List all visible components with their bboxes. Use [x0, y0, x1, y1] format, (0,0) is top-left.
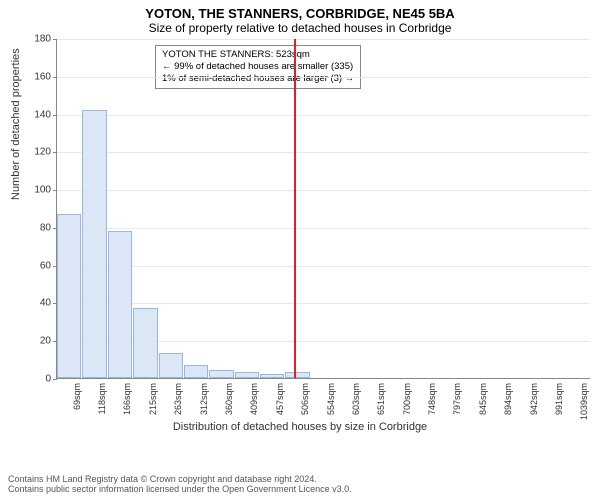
marker-line [294, 39, 296, 378]
histogram-bar [235, 372, 259, 378]
ytick-label: 80 [40, 222, 51, 233]
histogram-bar [82, 110, 106, 378]
gridline [57, 39, 590, 40]
ytick-label: 100 [34, 185, 51, 196]
histogram-bar [285, 372, 309, 378]
gridline [57, 115, 590, 116]
y-axis-label: Number of detached properties [10, 48, 22, 200]
histogram-bar [260, 374, 284, 378]
xtick-label: 360sqm [224, 383, 234, 415]
gridline [57, 228, 590, 229]
footer-line-2: Contains public sector information licen… [8, 484, 592, 494]
page-subtitle: Size of property relative to detached ho… [0, 21, 600, 39]
xtick-label: 457sqm [275, 383, 285, 415]
gridline [57, 303, 590, 304]
gridline [57, 152, 590, 153]
xtick-label: 991sqm [554, 383, 564, 415]
ytick-label: 0 [45, 374, 51, 385]
ytick-mark [53, 379, 57, 380]
gridline [57, 190, 590, 191]
gridline [57, 77, 590, 78]
xtick-label: 700sqm [402, 383, 412, 415]
ytick-mark [53, 190, 57, 191]
histogram-bar [209, 370, 233, 378]
annotation-line-2: ← 99% of detached houses are smaller (33… [162, 61, 354, 73]
histogram-bar [184, 365, 208, 378]
xtick-label: 312sqm [199, 383, 209, 415]
xtick-label: 69sqm [72, 383, 82, 410]
ytick-mark [53, 77, 57, 78]
xtick-label: 894sqm [503, 383, 513, 415]
xtick-label: 942sqm [529, 383, 539, 415]
gridline [57, 266, 590, 267]
histogram-bar [108, 231, 132, 378]
annotation-line-3: 1% of semi-detached houses are larger (3… [162, 73, 354, 85]
xtick-label: 215sqm [148, 383, 158, 415]
xtick-label: 1039sqm [579, 383, 589, 420]
xtick-label: 651sqm [376, 383, 386, 415]
ytick-label: 20 [40, 336, 51, 347]
xtick-label: 845sqm [478, 383, 488, 415]
ytick-mark [53, 39, 57, 40]
ytick-label: 40 [40, 298, 51, 309]
histogram-bar [57, 214, 81, 378]
xtick-label: 166sqm [122, 383, 132, 415]
histogram-bar [159, 353, 183, 378]
ytick-label: 140 [34, 109, 51, 120]
footer: Contains HM Land Registry data © Crown c… [0, 470, 600, 500]
ytick-mark [53, 115, 57, 116]
xtick-label: 554sqm [326, 383, 336, 415]
ytick-label: 60 [40, 260, 51, 271]
xtick-label: 118sqm [97, 383, 107, 414]
ytick-mark [53, 152, 57, 153]
plot-area: YOTON THE STANNERS: 523sqm ← 99% of deta… [56, 39, 590, 379]
ytick-label: 120 [34, 147, 51, 158]
xtick-label: 409sqm [249, 383, 259, 415]
xtick-label: 506sqm [300, 383, 310, 415]
xtick-label: 797sqm [452, 383, 462, 415]
chart-container: YOTON THE STANNERS: 523sqm ← 99% of deta… [56, 39, 590, 419]
annotation-line-1: YOTON THE STANNERS: 523sqm [162, 49, 354, 61]
x-axis-label: Distribution of detached houses by size … [0, 421, 600, 433]
xtick-label: 603sqm [351, 383, 361, 415]
page-title: YOTON, THE STANNERS, CORBRIDGE, NE45 5BA [0, 0, 600, 21]
annotation-box: YOTON THE STANNERS: 523sqm ← 99% of deta… [155, 45, 361, 89]
ytick-label: 180 [34, 34, 51, 45]
footer-line-1: Contains HM Land Registry data © Crown c… [8, 474, 592, 484]
histogram-bar [133, 308, 157, 378]
xtick-label: 748sqm [427, 383, 437, 415]
xtick-label: 263sqm [173, 383, 183, 415]
ytick-label: 160 [34, 71, 51, 82]
